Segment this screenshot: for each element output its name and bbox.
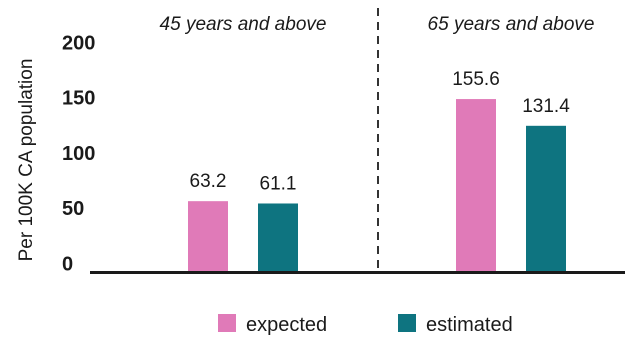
- data-label-expected-45-plus: 63.2: [190, 171, 227, 192]
- bar-expected-65-plus: [456, 99, 496, 271]
- y-tick-label: 0: [62, 253, 73, 275]
- y-tick-label: 150: [62, 88, 95, 110]
- legend-label-expected: expected: [246, 314, 327, 336]
- bar-expected-45-plus: [188, 201, 228, 271]
- legend-label-estimated: estimated: [426, 314, 513, 336]
- bars: [188, 99, 566, 271]
- y-tick-label: 100: [62, 143, 95, 165]
- legend-swatch-expected: [218, 314, 236, 332]
- data-label-estimated-65-plus: 131.4: [522, 96, 570, 117]
- y-axis-label: Per 100K CA population: [16, 59, 37, 262]
- bar-estimated-65-plus: [526, 125, 566, 271]
- panel-title-45-plus: 45 years and above: [160, 14, 327, 35]
- data-labels: 63.2 155.6 61.1 131.4: [190, 69, 571, 194]
- y-axis-ticks: 0 50 100 150 200: [62, 32, 95, 275]
- y-tick-label: 50: [62, 198, 84, 220]
- legend-swatch-estimated: [398, 314, 416, 332]
- legend: expected estimated: [218, 314, 513, 336]
- bar-estimated-45-plus: [258, 203, 298, 271]
- y-tick-label: 200: [62, 32, 95, 54]
- data-label-expected-65-plus: 155.6: [452, 69, 500, 90]
- panel-title-65-plus: 65 years and above: [428, 14, 595, 35]
- data-label-estimated-45-plus: 61.1: [260, 173, 297, 194]
